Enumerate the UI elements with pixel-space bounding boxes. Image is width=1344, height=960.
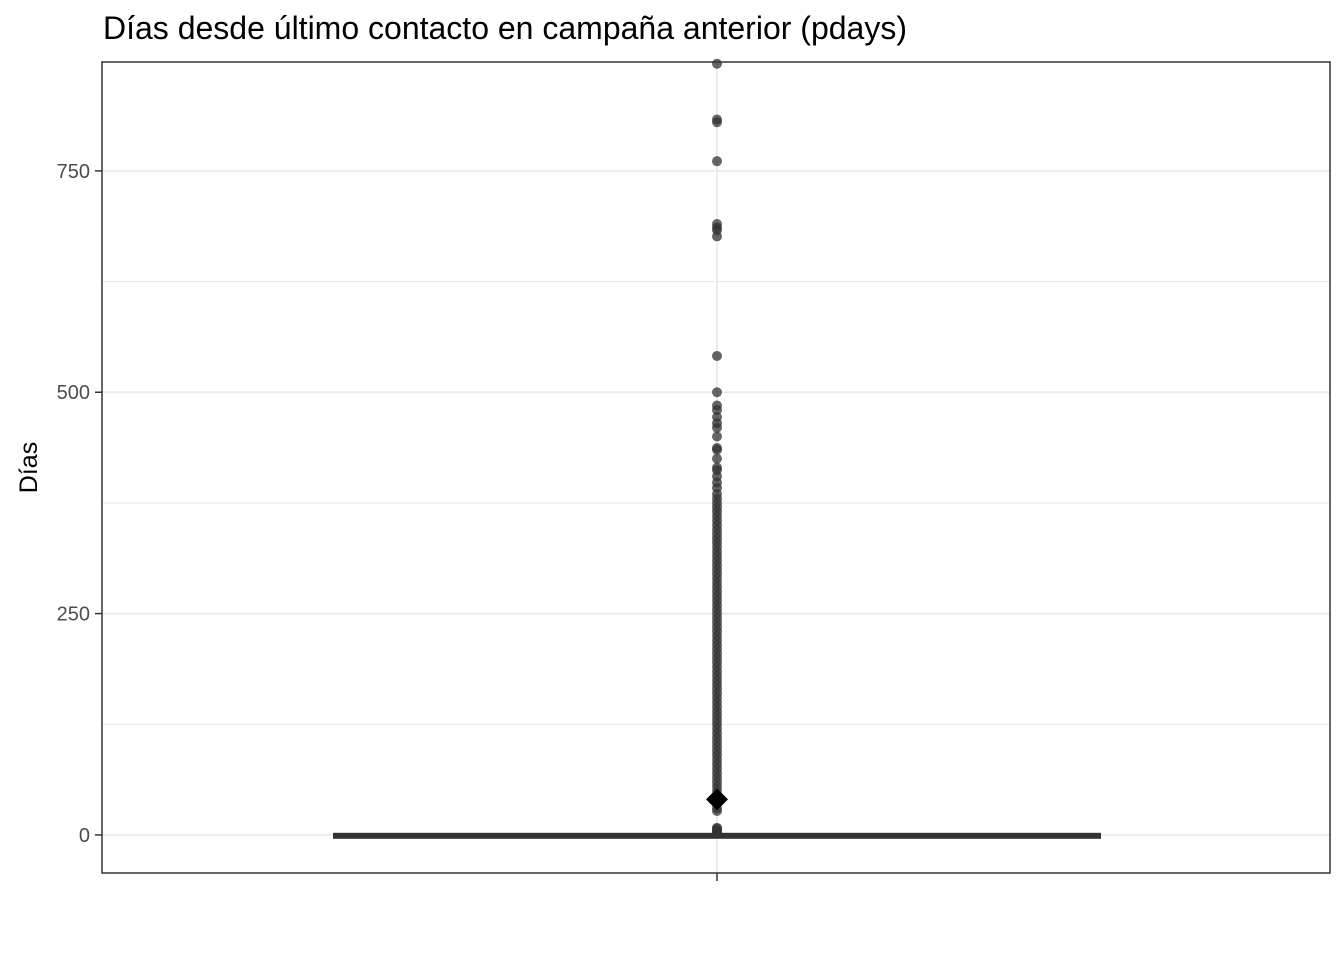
outlier-point	[712, 156, 722, 167]
outlier-point	[712, 422, 722, 433]
outlier-point	[712, 58, 722, 69]
y-axis-title: Días	[15, 442, 43, 493]
y-tick-label: 0	[79, 825, 90, 847]
outlier-point	[712, 404, 722, 415]
y-tick-label: 250	[57, 604, 90, 626]
chart-title: Días desde último contacto en campaña an…	[103, 10, 907, 46]
y-tick-label: 500	[57, 382, 90, 404]
outlier-points	[712, 58, 722, 839]
panel-border	[101, 61, 1331, 874]
outlier-point	[712, 231, 722, 242]
outlier-point	[712, 350, 722, 361]
y-tick-label: 750	[57, 161, 90, 183]
mean-marker-group	[706, 788, 728, 811]
mean-marker	[706, 788, 728, 811]
outlier-point	[712, 387, 722, 398]
outlier-point	[712, 444, 722, 455]
box	[333, 832, 1101, 839]
axis-ticks: 0 250 500 750	[57, 161, 718, 881]
outlier-point	[712, 806, 722, 817]
outlier-point	[712, 117, 722, 128]
outlier-point	[712, 453, 722, 464]
outlier-point	[712, 431, 722, 442]
